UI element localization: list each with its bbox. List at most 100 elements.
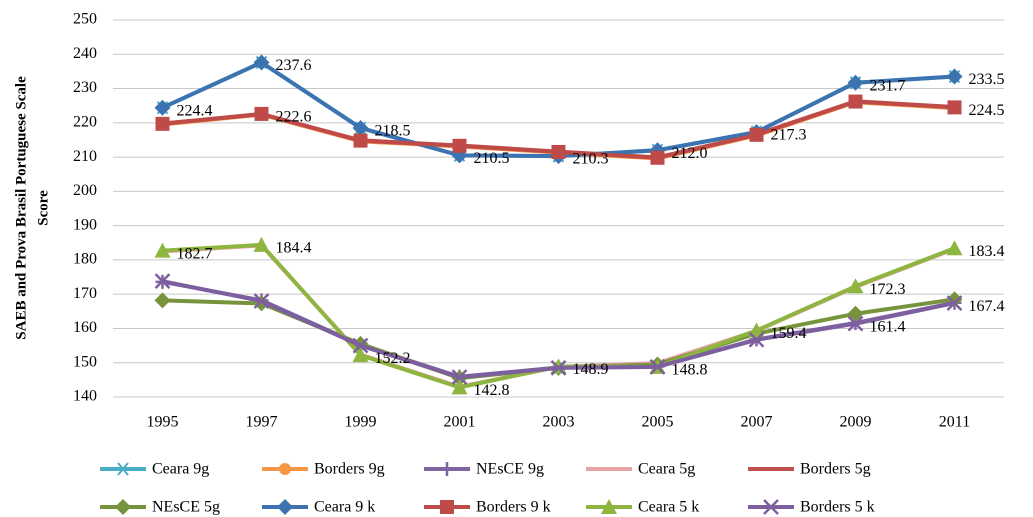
data-point — [254, 106, 269, 121]
data-label: 224.4 — [177, 102, 213, 119]
legend-item: Ceara 5g — [586, 461, 695, 478]
data-label: 167.4 — [969, 298, 1005, 315]
legend-label: NEsCE 9g — [476, 461, 544, 478]
legend-label: Borders 5 k — [800, 499, 875, 516]
y-tick-label: 230 — [73, 79, 97, 96]
data-label: 210.3 — [573, 151, 609, 168]
legend-item: Borders 5 k — [748, 499, 875, 516]
data-label: 148.9 — [573, 361, 609, 378]
data-point — [946, 295, 963, 311]
y-axis-title: SAEB and Prova Brasil Portuguese Scale S… — [13, 76, 51, 340]
y-tick-label: 210 — [73, 148, 97, 165]
data-label: 233.5 — [969, 71, 1005, 88]
data-point — [154, 273, 171, 290]
x-tick-label: 2009 — [840, 414, 872, 431]
data-label: 224.5 — [969, 102, 1005, 119]
data-point — [946, 68, 963, 85]
legend-label: Ceara 5g — [638, 461, 695, 478]
data-point — [551, 144, 566, 159]
y-tick-label: 190 — [73, 216, 97, 233]
data-point — [947, 100, 962, 115]
data-point — [748, 331, 765, 348]
data-point — [451, 379, 468, 395]
data-point — [154, 242, 171, 258]
legend-item: Ceara 9g — [100, 461, 209, 478]
data-point — [749, 127, 764, 142]
data-label: 159.4 — [771, 325, 807, 342]
x-tick-label: 2001 — [444, 414, 476, 431]
data-label: 183.4 — [969, 243, 1005, 260]
legend-marker — [440, 462, 454, 476]
data-label: 161.4 — [870, 318, 906, 335]
legend-label: Ceara 5 k — [638, 499, 699, 516]
y-label-line: Score — [35, 190, 51, 226]
y-tick-label: 170 — [73, 285, 97, 302]
x-tick-label: 1995 — [147, 414, 179, 431]
legend-item: Ceara 5 k — [586, 499, 699, 516]
data-point — [847, 315, 864, 332]
y-tick-label: 220 — [73, 113, 97, 130]
y-tick-label: 140 — [73, 388, 97, 405]
data-label: 231.7 — [870, 77, 906, 94]
y-tick-label: 200 — [73, 182, 97, 199]
legend-item: Borders 9 k — [424, 499, 551, 516]
legend-label: NEsCE 5g — [152, 499, 220, 516]
data-label: 222.6 — [276, 109, 312, 126]
legend-marker — [279, 463, 291, 475]
data-point — [253, 54, 270, 71]
data-point — [352, 347, 369, 363]
data-label: 148.8 — [672, 362, 708, 379]
data-label: 217.3 — [771, 127, 807, 144]
data-label: 172.3 — [870, 281, 906, 298]
legend-label: Ceara 9 k — [314, 499, 375, 516]
legend-label: Ceara 9g — [152, 461, 209, 478]
data-point — [353, 133, 368, 148]
legend-label: Borders 9g — [314, 461, 385, 478]
data-point — [650, 150, 665, 165]
legend-item: Borders 5g — [748, 461, 871, 478]
y-tick-label: 160 — [73, 319, 97, 336]
data-label: 212.0 — [672, 145, 708, 162]
y-tick-label: 240 — [73, 45, 97, 62]
data-point — [649, 358, 666, 375]
legend-marker — [440, 500, 454, 514]
data-point — [848, 94, 863, 109]
legend-marker — [116, 462, 130, 476]
data-label: 218.5 — [375, 123, 411, 140]
data-point — [847, 305, 864, 322]
x-tick-label: 2003 — [543, 414, 575, 431]
legend-marker — [277, 499, 293, 515]
legend-marker — [115, 499, 131, 515]
legend-label: Borders 9 k — [476, 499, 551, 516]
legend-item: NEsCE 9g — [424, 461, 544, 478]
data-label: 142.8 — [474, 382, 510, 399]
x-tick-label: 2007 — [741, 414, 773, 431]
y-label-line: SAEB and Prova Brasil Portuguese Scale — [13, 76, 29, 340]
x-tick-label: 2011 — [939, 414, 970, 431]
data-label: 237.6 — [276, 57, 312, 74]
x-tick-label: 1997 — [246, 414, 278, 431]
legend-item: NEsCE 5g — [100, 499, 220, 516]
data-label: 184.4 — [276, 240, 312, 257]
data-point — [352, 337, 369, 354]
legend-label: Borders 5g — [800, 461, 871, 478]
data-point — [452, 138, 467, 153]
data-label: 210.5 — [474, 150, 510, 167]
y-tick-label: 150 — [73, 353, 97, 370]
legend-marker — [601, 499, 617, 514]
data-point — [847, 74, 864, 91]
data-label: 152.2 — [375, 350, 411, 367]
y-tick-label: 250 — [73, 11, 97, 28]
data-label: 182.7 — [177, 245, 213, 262]
legend-item: Borders 9g — [262, 461, 385, 478]
data-point — [946, 240, 963, 256]
legend-marker — [763, 499, 779, 515]
data-point — [352, 119, 369, 136]
data-point — [550, 359, 567, 376]
x-tick-label: 1999 — [345, 414, 377, 431]
data-point — [253, 293, 270, 309]
data-point — [847, 278, 864, 294]
legend-item: Ceara 9 k — [262, 499, 375, 516]
data-point — [748, 322, 765, 338]
